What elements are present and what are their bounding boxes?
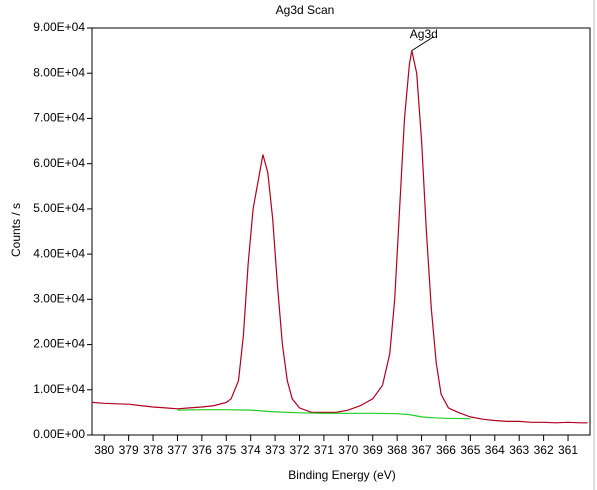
x-tick-label: 379 [119,443,139,457]
x-tick-label: 374 [241,443,261,457]
x-tick-label: 368 [387,443,407,457]
x-tick-label: 375 [216,443,236,457]
y-axis-label: Counts / s [9,203,23,257]
annotation-leader [411,36,435,52]
y-tick-label: 4.00E+04 [33,246,85,260]
x-tick-label: 363 [509,443,529,457]
y-tick-label: 9.00E+04 [33,20,85,34]
plot-frame [91,27,591,436]
x-axis-label: Binding Energy (eV) [288,468,395,482]
x-tick-label: 362 [534,443,554,457]
chart-title: Ag3d Scan [276,3,335,17]
x-tick-label: 371 [314,443,334,457]
x-tick-label: 367 [412,443,432,457]
y-tick-label: 1.00E+04 [33,382,85,396]
x-tick-label: 377 [167,443,187,457]
x-tick-label: 372 [289,443,309,457]
y-tick-label: 8.00E+04 [33,65,85,79]
data-line [177,409,471,420]
x-tick-label: 380 [94,443,114,457]
y-tick-label: 5.00E+04 [33,201,85,215]
x-tick-label: 361 [558,443,578,457]
y-tick-label: 0.00E+00 [33,427,85,441]
x-tick-label: 373 [265,443,285,457]
x-tick-label: 366 [436,443,456,457]
y-tick-label: 2.00E+04 [33,337,85,351]
x-tick-label: 370 [338,443,358,457]
x-tick-label: 364 [485,443,505,457]
data-line [91,50,588,424]
annotation-label: Ag3d [410,27,438,41]
x-tick-label: 378 [143,443,163,457]
y-tick-label: 3.00E+04 [33,292,85,306]
x-tick-label: 369 [363,443,383,457]
y-tick-label: 6.00E+04 [33,156,85,170]
y-tick-label: 7.00E+04 [33,111,85,125]
x-tick-label: 365 [460,443,480,457]
x-tick-label: 376 [192,443,212,457]
